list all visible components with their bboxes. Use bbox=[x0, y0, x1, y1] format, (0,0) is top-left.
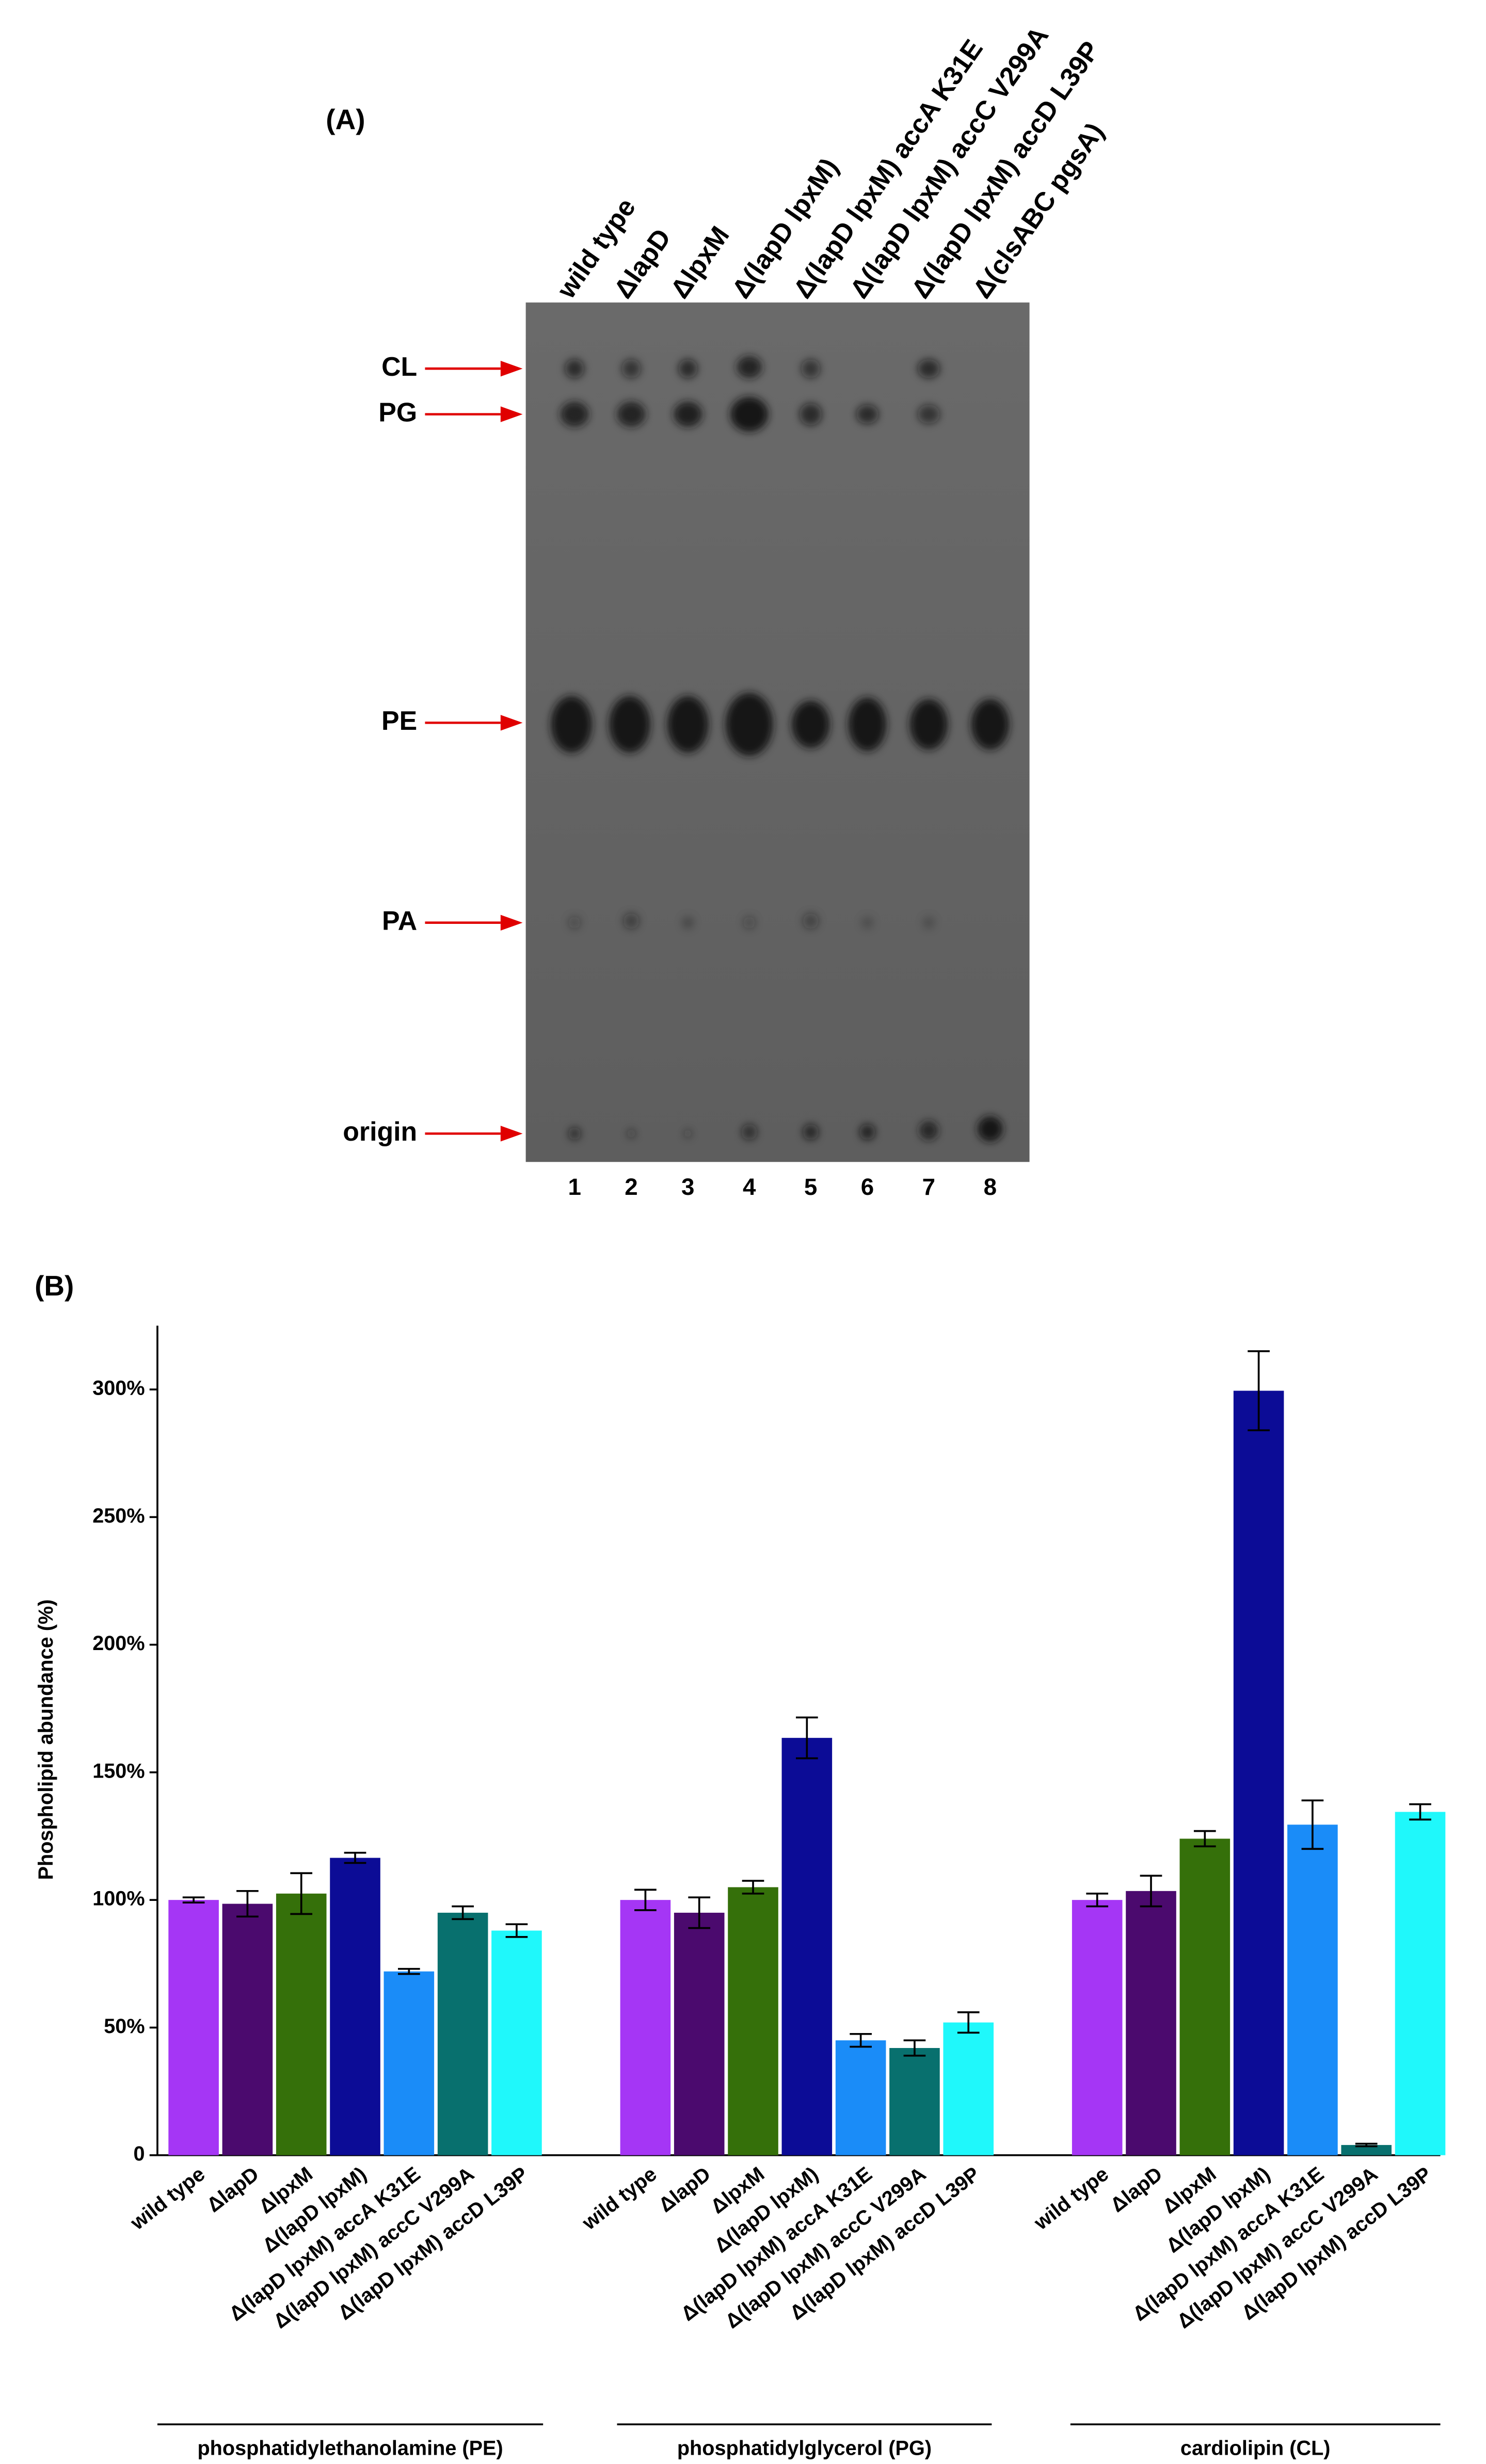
panel-label: (B) bbox=[35, 1270, 74, 1302]
error-bar bbox=[1301, 1799, 1324, 1850]
error-bar bbox=[505, 1923, 528, 1938]
group-label: phosphatidylglycerol (PG) bbox=[677, 2437, 932, 2459]
arrow-head bbox=[500, 360, 523, 377]
bar bbox=[620, 1900, 671, 2155]
lane-number: 6 bbox=[861, 1174, 874, 1200]
error-bar bbox=[1409, 1803, 1431, 1821]
lane-number: 2 bbox=[625, 1174, 637, 1200]
y-axis-label: Phospholipid abundance (%) bbox=[35, 1599, 57, 1880]
arrow-head bbox=[500, 915, 523, 931]
y-tick-label: 250% bbox=[92, 1505, 145, 1527]
group-label: cardiolipin (CL) bbox=[1180, 2437, 1331, 2459]
bar bbox=[1126, 1891, 1176, 2155]
error-bar bbox=[1193, 1830, 1216, 1848]
bar bbox=[1179, 1838, 1231, 2155]
x-tick-label: ΔlapD bbox=[654, 2163, 715, 2217]
lane-number: 4 bbox=[743, 1174, 756, 1200]
bar bbox=[222, 1903, 273, 2155]
x-tick-label: ΔlapD bbox=[1106, 2163, 1167, 2217]
lane-number: 8 bbox=[984, 1174, 997, 1200]
bar bbox=[168, 1900, 219, 2155]
y-tick-label: 0 bbox=[134, 2142, 145, 2165]
bar bbox=[1395, 1812, 1446, 2155]
band-label: CL bbox=[381, 351, 417, 381]
error-bar bbox=[795, 1716, 818, 1759]
y-tick-label: 200% bbox=[92, 1632, 145, 1655]
error-bar bbox=[397, 1967, 420, 1975]
band-label: PG bbox=[378, 397, 417, 427]
error-bar bbox=[903, 2039, 926, 2057]
error-bar bbox=[742, 1880, 764, 1895]
y-tick-label: 100% bbox=[92, 1887, 145, 1910]
y-tick-label: 150% bbox=[92, 1759, 145, 1782]
bar bbox=[728, 1887, 778, 2155]
y-tick-label: 300% bbox=[92, 1377, 145, 1400]
spots bbox=[551, 356, 1009, 1142]
x-tick-label: wild type bbox=[578, 2163, 661, 2235]
bar bbox=[491, 1930, 542, 2155]
arrow-head bbox=[500, 1126, 523, 1142]
lane-number: 1 bbox=[568, 1174, 581, 1200]
plate-background bbox=[525, 302, 1030, 1162]
lane-number: 7 bbox=[922, 1174, 935, 1200]
x-tick-label: ΔlapD bbox=[203, 2163, 263, 2217]
bar bbox=[1341, 2145, 1392, 2155]
band-label: origin bbox=[343, 1116, 417, 1146]
band-label: PE bbox=[381, 706, 417, 735]
bar bbox=[943, 2022, 994, 2155]
lane-number: 5 bbox=[804, 1174, 817, 1200]
x-tick-label: wild type bbox=[126, 2163, 209, 2235]
error-bar bbox=[182, 1896, 205, 1903]
error-bar bbox=[452, 1905, 474, 1921]
band-label: PA bbox=[382, 905, 417, 935]
bar bbox=[674, 1912, 725, 2155]
error-bar bbox=[236, 1890, 259, 1918]
lane-number: 3 bbox=[681, 1174, 694, 1200]
bar bbox=[437, 1912, 488, 2155]
bar bbox=[1233, 1390, 1284, 2155]
error-bar bbox=[957, 2011, 980, 2034]
lane-label: ΔlpxM bbox=[664, 221, 735, 303]
panel-label: (A) bbox=[326, 103, 365, 135]
error-bar bbox=[634, 1889, 657, 1911]
bar bbox=[835, 2040, 886, 2155]
error-bar bbox=[344, 1851, 366, 1864]
error-bar bbox=[688, 1896, 711, 1929]
error-bar bbox=[1248, 1350, 1270, 1432]
bar bbox=[1287, 1825, 1338, 2155]
bar bbox=[384, 1971, 435, 2155]
error-bar bbox=[1355, 2142, 1378, 2148]
bar bbox=[781, 1738, 833, 2155]
arrow-head bbox=[500, 715, 523, 731]
bar bbox=[330, 1858, 380, 2155]
bar bbox=[276, 1893, 327, 2155]
arrow-head bbox=[500, 406, 523, 422]
error-bar bbox=[1140, 1875, 1162, 1908]
tlc-plate bbox=[525, 302, 1030, 1162]
y-tick-label: 50% bbox=[104, 2015, 145, 2038]
error-bar bbox=[850, 2033, 872, 2048]
x-tick-label: wild type bbox=[1030, 2163, 1113, 2235]
bar bbox=[889, 2047, 940, 2155]
group-label: phosphatidylethanolamine (PE) bbox=[197, 2437, 503, 2459]
bar bbox=[1072, 1900, 1123, 2155]
error-bar bbox=[1086, 1892, 1109, 1908]
error-bar bbox=[290, 1872, 313, 1915]
